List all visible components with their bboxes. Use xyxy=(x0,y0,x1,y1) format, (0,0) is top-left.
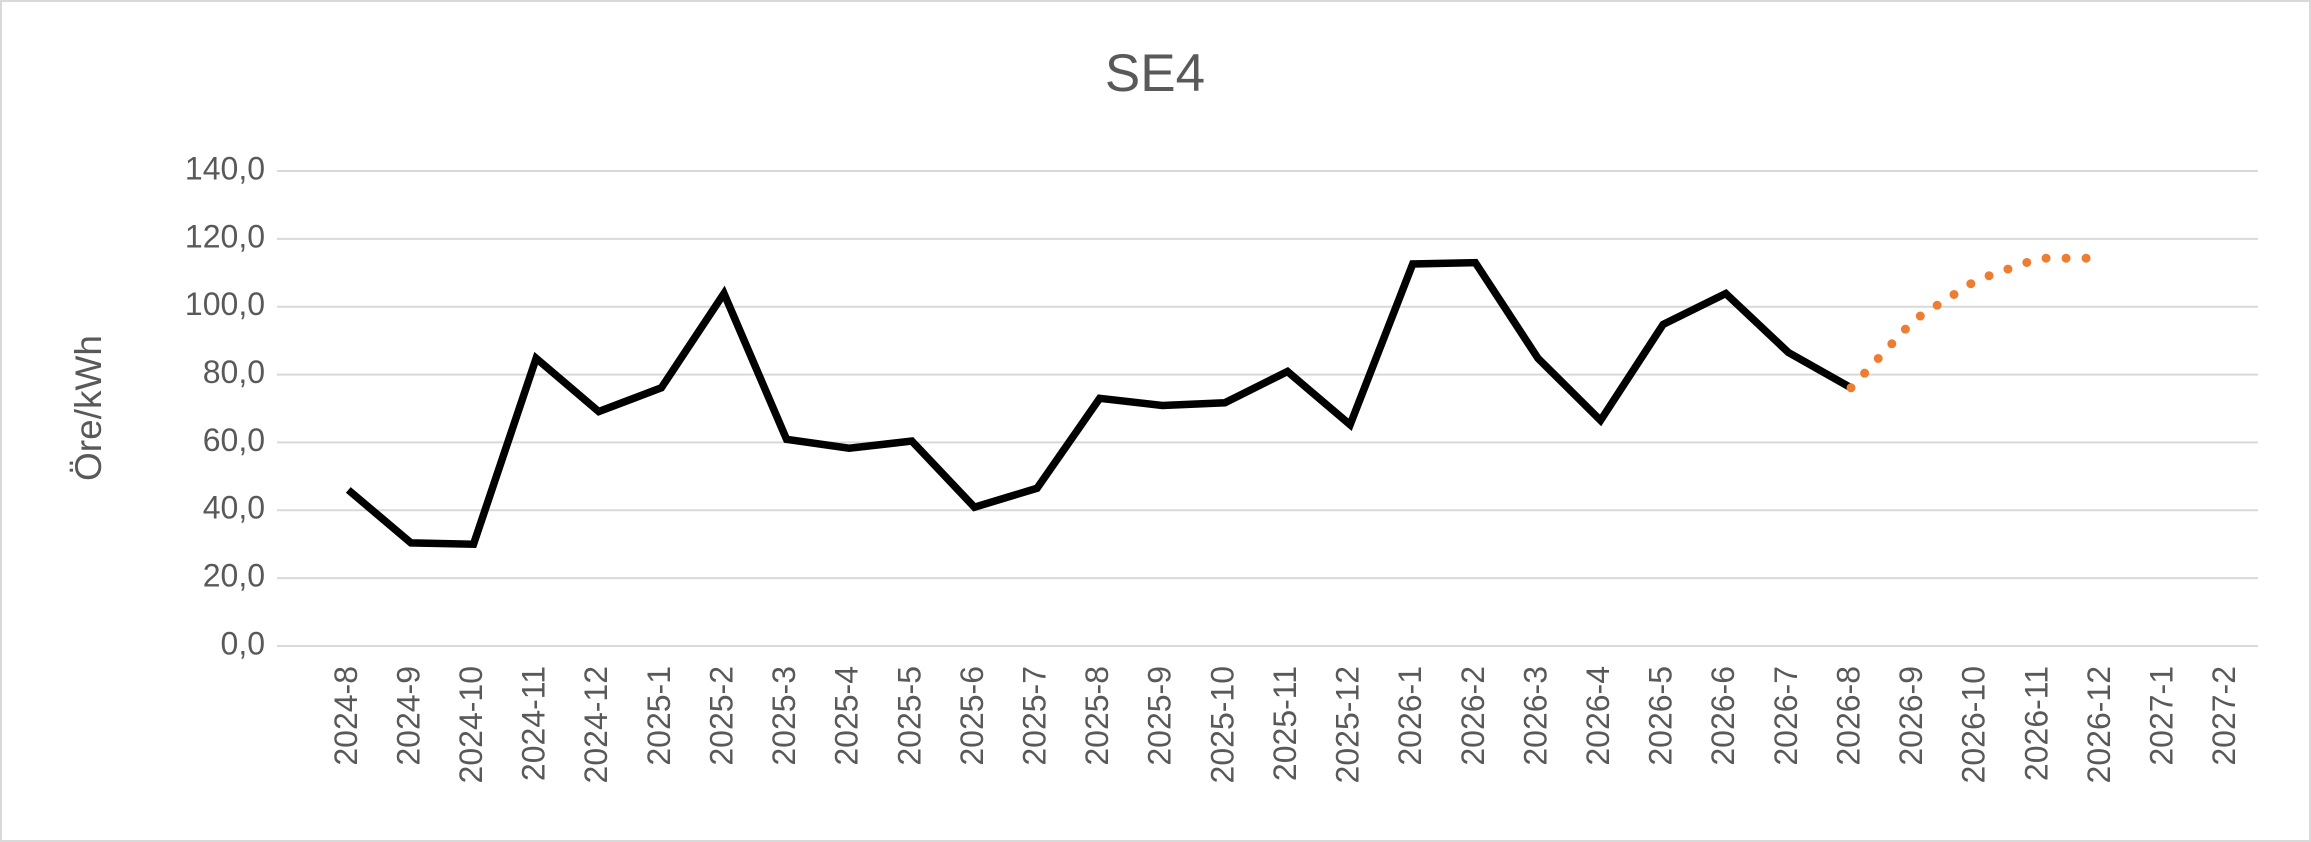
chart-title: SE4 xyxy=(1105,44,1205,103)
y-tick-label: 40,0 xyxy=(203,490,265,526)
series-line xyxy=(1846,253,2106,393)
y-tick-label: 120,0 xyxy=(185,218,265,254)
x-tick-label: 2025-6 xyxy=(954,666,990,766)
y-tick-label: 20,0 xyxy=(203,558,265,594)
x-tick-label: 2024-12 xyxy=(578,666,614,783)
x-tick-label: 2025-3 xyxy=(766,666,802,766)
x-tick-label: 2024-11 xyxy=(516,666,552,781)
y-tick-label: 80,0 xyxy=(203,354,265,390)
x-tick-label: 2025-1 xyxy=(641,666,677,766)
x-tick-label: 2025-4 xyxy=(829,666,865,766)
x-tick-label: 2025-5 xyxy=(891,666,927,766)
y-tick-label: 60,0 xyxy=(203,422,265,458)
x-tick-label: 2026-6 xyxy=(1705,666,1741,766)
x-tick-label: 2025-2 xyxy=(703,666,739,766)
x-tick-label: 2026-10 xyxy=(1956,666,1992,783)
y-tick-label: 100,0 xyxy=(185,286,265,322)
x-tick-label: 2025-12 xyxy=(1330,666,1366,783)
x-tick-label: 2026-8 xyxy=(1830,666,1866,766)
x-tick-label: 2026-12 xyxy=(2081,666,2117,783)
x-tick-label: 2025-8 xyxy=(1079,666,1115,766)
series-line xyxy=(345,258,1853,549)
x-tick-label: 2026-3 xyxy=(1517,666,1553,766)
x-tick-label: 2027-2 xyxy=(2206,666,2242,766)
x-tick-label: 2026-2 xyxy=(1455,666,1491,766)
x-tick-label: 2026-11 xyxy=(2018,666,2054,781)
x-tick-label: 2026-5 xyxy=(1643,666,1679,766)
x-tick-label: 2025-10 xyxy=(1204,666,1240,783)
x-tick-label: 2025-9 xyxy=(1142,666,1178,766)
x-tick-label: 2026-7 xyxy=(1768,666,1804,766)
x-tick-label: 2026-4 xyxy=(1580,666,1616,766)
x-tick-label: 2024-10 xyxy=(453,666,489,783)
y-tick-label: 0,0 xyxy=(221,625,265,661)
x-tick-label: 2024-8 xyxy=(328,666,364,766)
y-tick-label: 140,0 xyxy=(185,150,265,186)
y-axis-label: Öre/kWh xyxy=(68,335,109,481)
x-tick-label: 2025-11 xyxy=(1267,666,1303,781)
x-tick-label: 2024-9 xyxy=(390,666,426,766)
x-tick-label: 2025-7 xyxy=(1017,666,1053,766)
x-tick-label: 2027-1 xyxy=(2144,666,2180,766)
x-tick-label: 2026-1 xyxy=(1392,666,1428,766)
x-tick-label: 2026-9 xyxy=(1893,666,1929,766)
